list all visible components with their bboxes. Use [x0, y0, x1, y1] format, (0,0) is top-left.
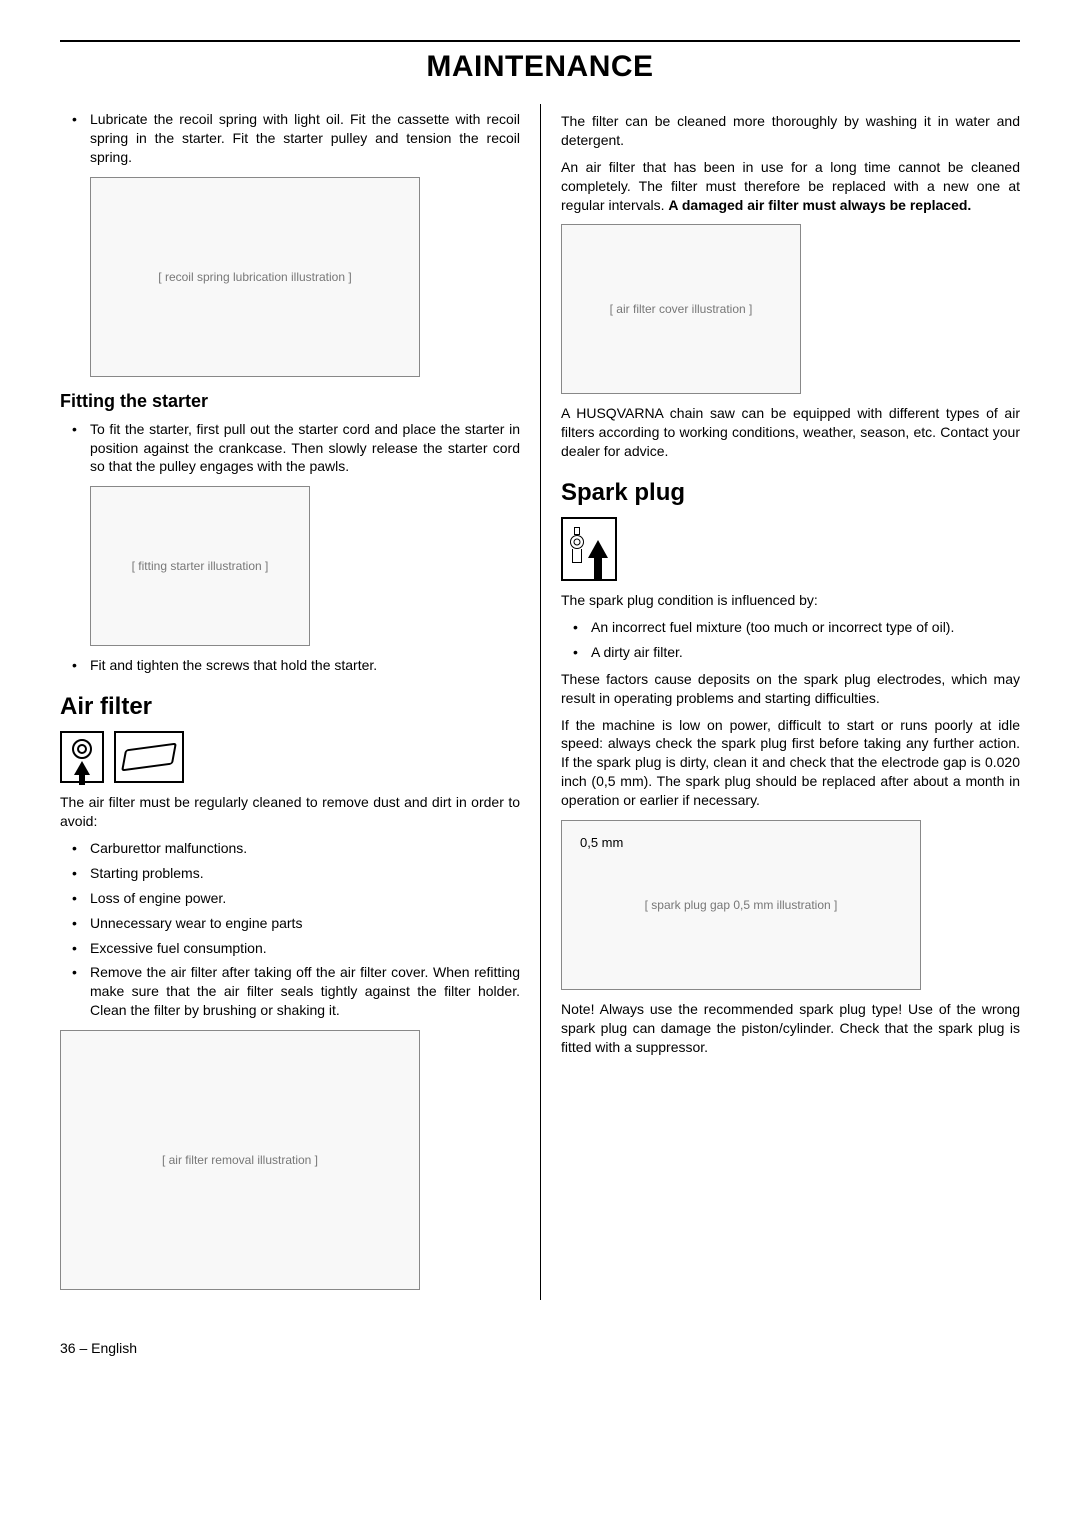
bullet-lubricate: Lubricate the recoil spring with light o… — [60, 110, 520, 167]
p-clean: The filter can be cleaned more thoroughl… — [561, 112, 1020, 150]
content-columns: Lubricate the recoil spring with light o… — [60, 104, 1020, 1300]
figure-airfilter-removal: [ air filter removal illustration ] — [60, 1030, 420, 1290]
heading-spark-plug: Spark plug — [561, 479, 1020, 507]
bullet-list-fit-screws: Fit and tighten the screws that hold the… — [60, 656, 520, 675]
filter-icon — [114, 731, 184, 783]
spark-icon-row — [561, 517, 1020, 581]
af-item-4: Excessive fuel consumption. — [60, 939, 520, 958]
spark-item-1: A dirty air filter. — [561, 643, 1020, 662]
page-footer: 36 – English — [60, 1340, 1020, 1356]
spark-item-0: An incorrect fuel mixture (too much or i… — [561, 618, 1020, 637]
af-item-2: Loss of engine power. — [60, 889, 520, 908]
bullet-list-recoil: Lubricate the recoil spring with light o… — [60, 110, 520, 167]
arrow-up-icon — [74, 761, 90, 775]
p-deposits: These factors cause deposits on the spar… — [561, 670, 1020, 708]
figure-spark-placeholder: [ spark plug gap 0,5 mm illustration ] — [645, 898, 838, 912]
figure-spark-gap: 0,5 mm [ spark plug gap 0,5 mm illustrat… — [561, 820, 921, 990]
gap-label: 0,5 mm — [580, 835, 623, 850]
bullet-fit-starter: To fit the starter, first pull out the s… — [60, 420, 520, 477]
left-column: Lubricate the recoil spring with light o… — [60, 104, 540, 1300]
heading-air-filter: Air filter — [60, 693, 520, 721]
spark-list: An incorrect fuel mixture (too much or i… — [561, 618, 1020, 662]
figure-filter-cover: [ air filter cover illustration ] — [561, 224, 801, 394]
bullet-list-fitting: To fit the starter, first pull out the s… — [60, 420, 520, 477]
figure-fit-starter: [ fitting starter illustration ] — [90, 486, 310, 646]
p-check: If the machine is low on power, difficul… — [561, 716, 1020, 810]
spark-intro: The spark plug condition is influenced b… — [561, 591, 1020, 610]
af-item-0: Carburettor malfunctions. — [60, 839, 520, 858]
air-filter-icon-row — [60, 731, 520, 783]
figure-lubricate: [ recoil spring lubrication illustration… — [90, 177, 420, 377]
p-note: Note! Always use the recommended spark p… — [561, 1000, 1020, 1057]
page-title: MAINTENANCE — [60, 50, 1020, 84]
af-item-5: Remove the air filter after taking off t… — [60, 963, 520, 1020]
p-longuse: An air filter that has been in use for a… — [561, 158, 1020, 215]
p-husqvarna: A HUSQVARNA chain saw can be equipped wi… — [561, 404, 1020, 461]
spark-plug-icon — [570, 527, 584, 571]
right-column: The filter can be cleaned more thoroughl… — [540, 104, 1020, 1300]
gear-icon — [72, 739, 92, 759]
spark-plug-icon-box — [561, 517, 617, 581]
arrow-up-icon — [588, 540, 608, 558]
air-filter-intro: The air filter must be regularly cleaned… — [60, 793, 520, 831]
gear-arrow-icon — [60, 731, 104, 783]
filter-shape-icon — [121, 743, 177, 772]
af-item-1: Starting problems. — [60, 864, 520, 883]
p-longuse-bold: A damaged air filter must always be repl… — [668, 197, 971, 213]
heading-fitting-starter: Fitting the starter — [60, 391, 520, 412]
af-item-3: Unnecessary wear to engine parts — [60, 914, 520, 933]
top-rule — [60, 40, 1020, 42]
air-filter-list: Carburettor malfunctions. Starting probl… — [60, 839, 520, 1020]
bullet-fit-screws: Fit and tighten the screws that hold the… — [60, 656, 520, 675]
